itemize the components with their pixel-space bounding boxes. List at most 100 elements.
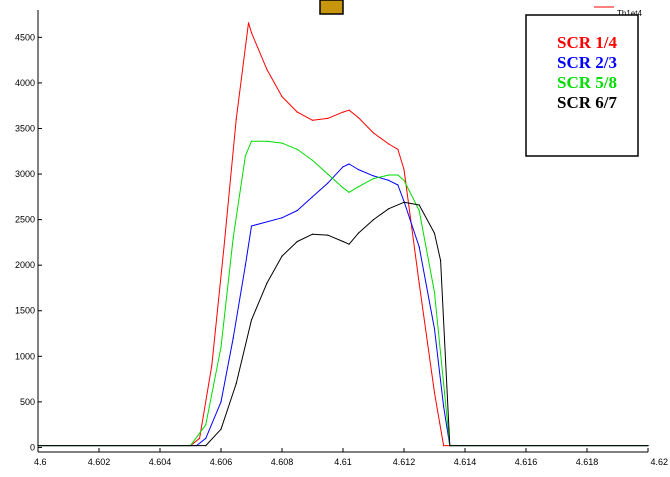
legend-entry-4: SCR 6/7 <box>557 93 617 112</box>
series-3-point <box>311 159 314 161</box>
legend-entry-2: SCR 2/3 <box>557 53 617 72</box>
series-4-point <box>388 208 390 210</box>
series-3-point <box>388 174 390 176</box>
series-3-point <box>220 346 222 348</box>
x-tick-label: 4.608 <box>271 457 294 467</box>
series-2-point <box>296 209 298 212</box>
y-tick-label: 4000 <box>15 78 35 88</box>
legend-box <box>525 14 639 157</box>
x-tick-label: 4.6 <box>34 457 47 467</box>
series-3-point <box>296 148 298 150</box>
series-2-point <box>327 182 329 184</box>
series-4-point <box>296 240 298 243</box>
toolbar-swatch-icon[interactable] <box>319 0 344 15</box>
series-3-point <box>281 142 283 144</box>
x-tick-label: 4.606 <box>210 457 233 467</box>
series-1-point <box>342 111 344 113</box>
y-tick-label: 2000 <box>15 260 35 270</box>
series-3-point <box>232 237 234 239</box>
series-3-point <box>443 383 445 385</box>
y-tick-label: 3500 <box>15 123 35 133</box>
series-1-point <box>348 109 350 111</box>
series-2-point <box>418 246 420 248</box>
series-2-point <box>388 179 390 181</box>
series-1-point <box>296 111 298 113</box>
series-3-point <box>357 186 359 188</box>
series-2-point <box>342 166 344 168</box>
y-tick-label: 3000 <box>15 169 35 179</box>
x-tick-label: 4.61 <box>334 457 352 467</box>
series-2-point <box>220 401 222 403</box>
legend-entry-1: SCR 1/4 <box>557 33 617 52</box>
series-3-point <box>403 179 405 181</box>
series-1-point <box>397 148 399 150</box>
series-2-point <box>403 200 405 202</box>
series-1-point <box>223 246 225 248</box>
y-tick-label: 1000 <box>15 351 35 361</box>
series-1-point <box>250 32 253 34</box>
series-1-point <box>357 116 359 119</box>
series-2-point <box>443 405 445 407</box>
series-4-point <box>348 243 350 245</box>
series-4-point <box>647 445 649 447</box>
x-tick-label: 4.602 <box>88 457 111 467</box>
series-4-point <box>37 445 39 447</box>
x-tick-label: 4.614 <box>454 457 477 467</box>
series-2-point <box>348 163 350 165</box>
series-1-point <box>247 22 250 24</box>
series-4-point <box>327 234 329 236</box>
series-4-point <box>403 201 405 203</box>
series-2-point <box>244 264 246 266</box>
series-1-point <box>403 168 405 171</box>
series-4-point <box>220 428 222 430</box>
series-4-point <box>266 282 268 284</box>
series-4-point <box>342 240 344 243</box>
series-1-point <box>388 143 390 145</box>
series-3-point <box>372 178 375 180</box>
series-3-point <box>327 173 329 175</box>
series-3-point <box>205 424 207 426</box>
series-2-point <box>311 196 314 198</box>
y-tick-label: 0 <box>30 442 35 452</box>
legend-entry-3: SCR 5/8 <box>557 73 617 92</box>
series-1-point <box>211 364 213 366</box>
x-tick-label: 4.612 <box>393 457 416 467</box>
series-3-point <box>433 291 436 294</box>
x-tick-label: 4.616 <box>515 457 538 467</box>
series-1-point <box>281 96 283 98</box>
series-2-point <box>433 328 436 330</box>
series-1-point <box>266 68 268 70</box>
series-4-point <box>311 233 314 235</box>
series-2-point <box>397 184 399 186</box>
y-tick-label: 4500 <box>15 32 35 42</box>
series-1-point <box>372 132 375 134</box>
series-line-3 <box>38 140 648 447</box>
series-4-point <box>250 319 253 321</box>
series-4-point <box>418 204 420 206</box>
series-2-point <box>372 175 375 177</box>
top-legend: Th1et4 <box>594 6 642 18</box>
x-tick-label: 4.604 <box>149 457 172 467</box>
series-3-point <box>397 174 399 176</box>
series-4-point <box>205 445 207 447</box>
series-3-point <box>342 187 344 189</box>
series-2-point <box>205 437 207 439</box>
series-1-point <box>433 392 436 394</box>
series-4-point <box>357 232 359 234</box>
y-tick-label: 1500 <box>15 306 35 316</box>
series-2-point <box>281 217 283 219</box>
series-1-point <box>311 119 314 121</box>
series-1-point <box>443 445 445 447</box>
x-tick-label: 4.62 <box>650 457 668 467</box>
series-3-point <box>266 140 268 142</box>
series-2-point <box>357 168 359 171</box>
series-4-point <box>372 219 375 221</box>
series-4-point <box>449 445 451 447</box>
series-3-point <box>348 191 350 193</box>
series-1-point <box>327 117 329 119</box>
series-4-point <box>433 232 436 234</box>
series-4-point <box>281 255 283 257</box>
